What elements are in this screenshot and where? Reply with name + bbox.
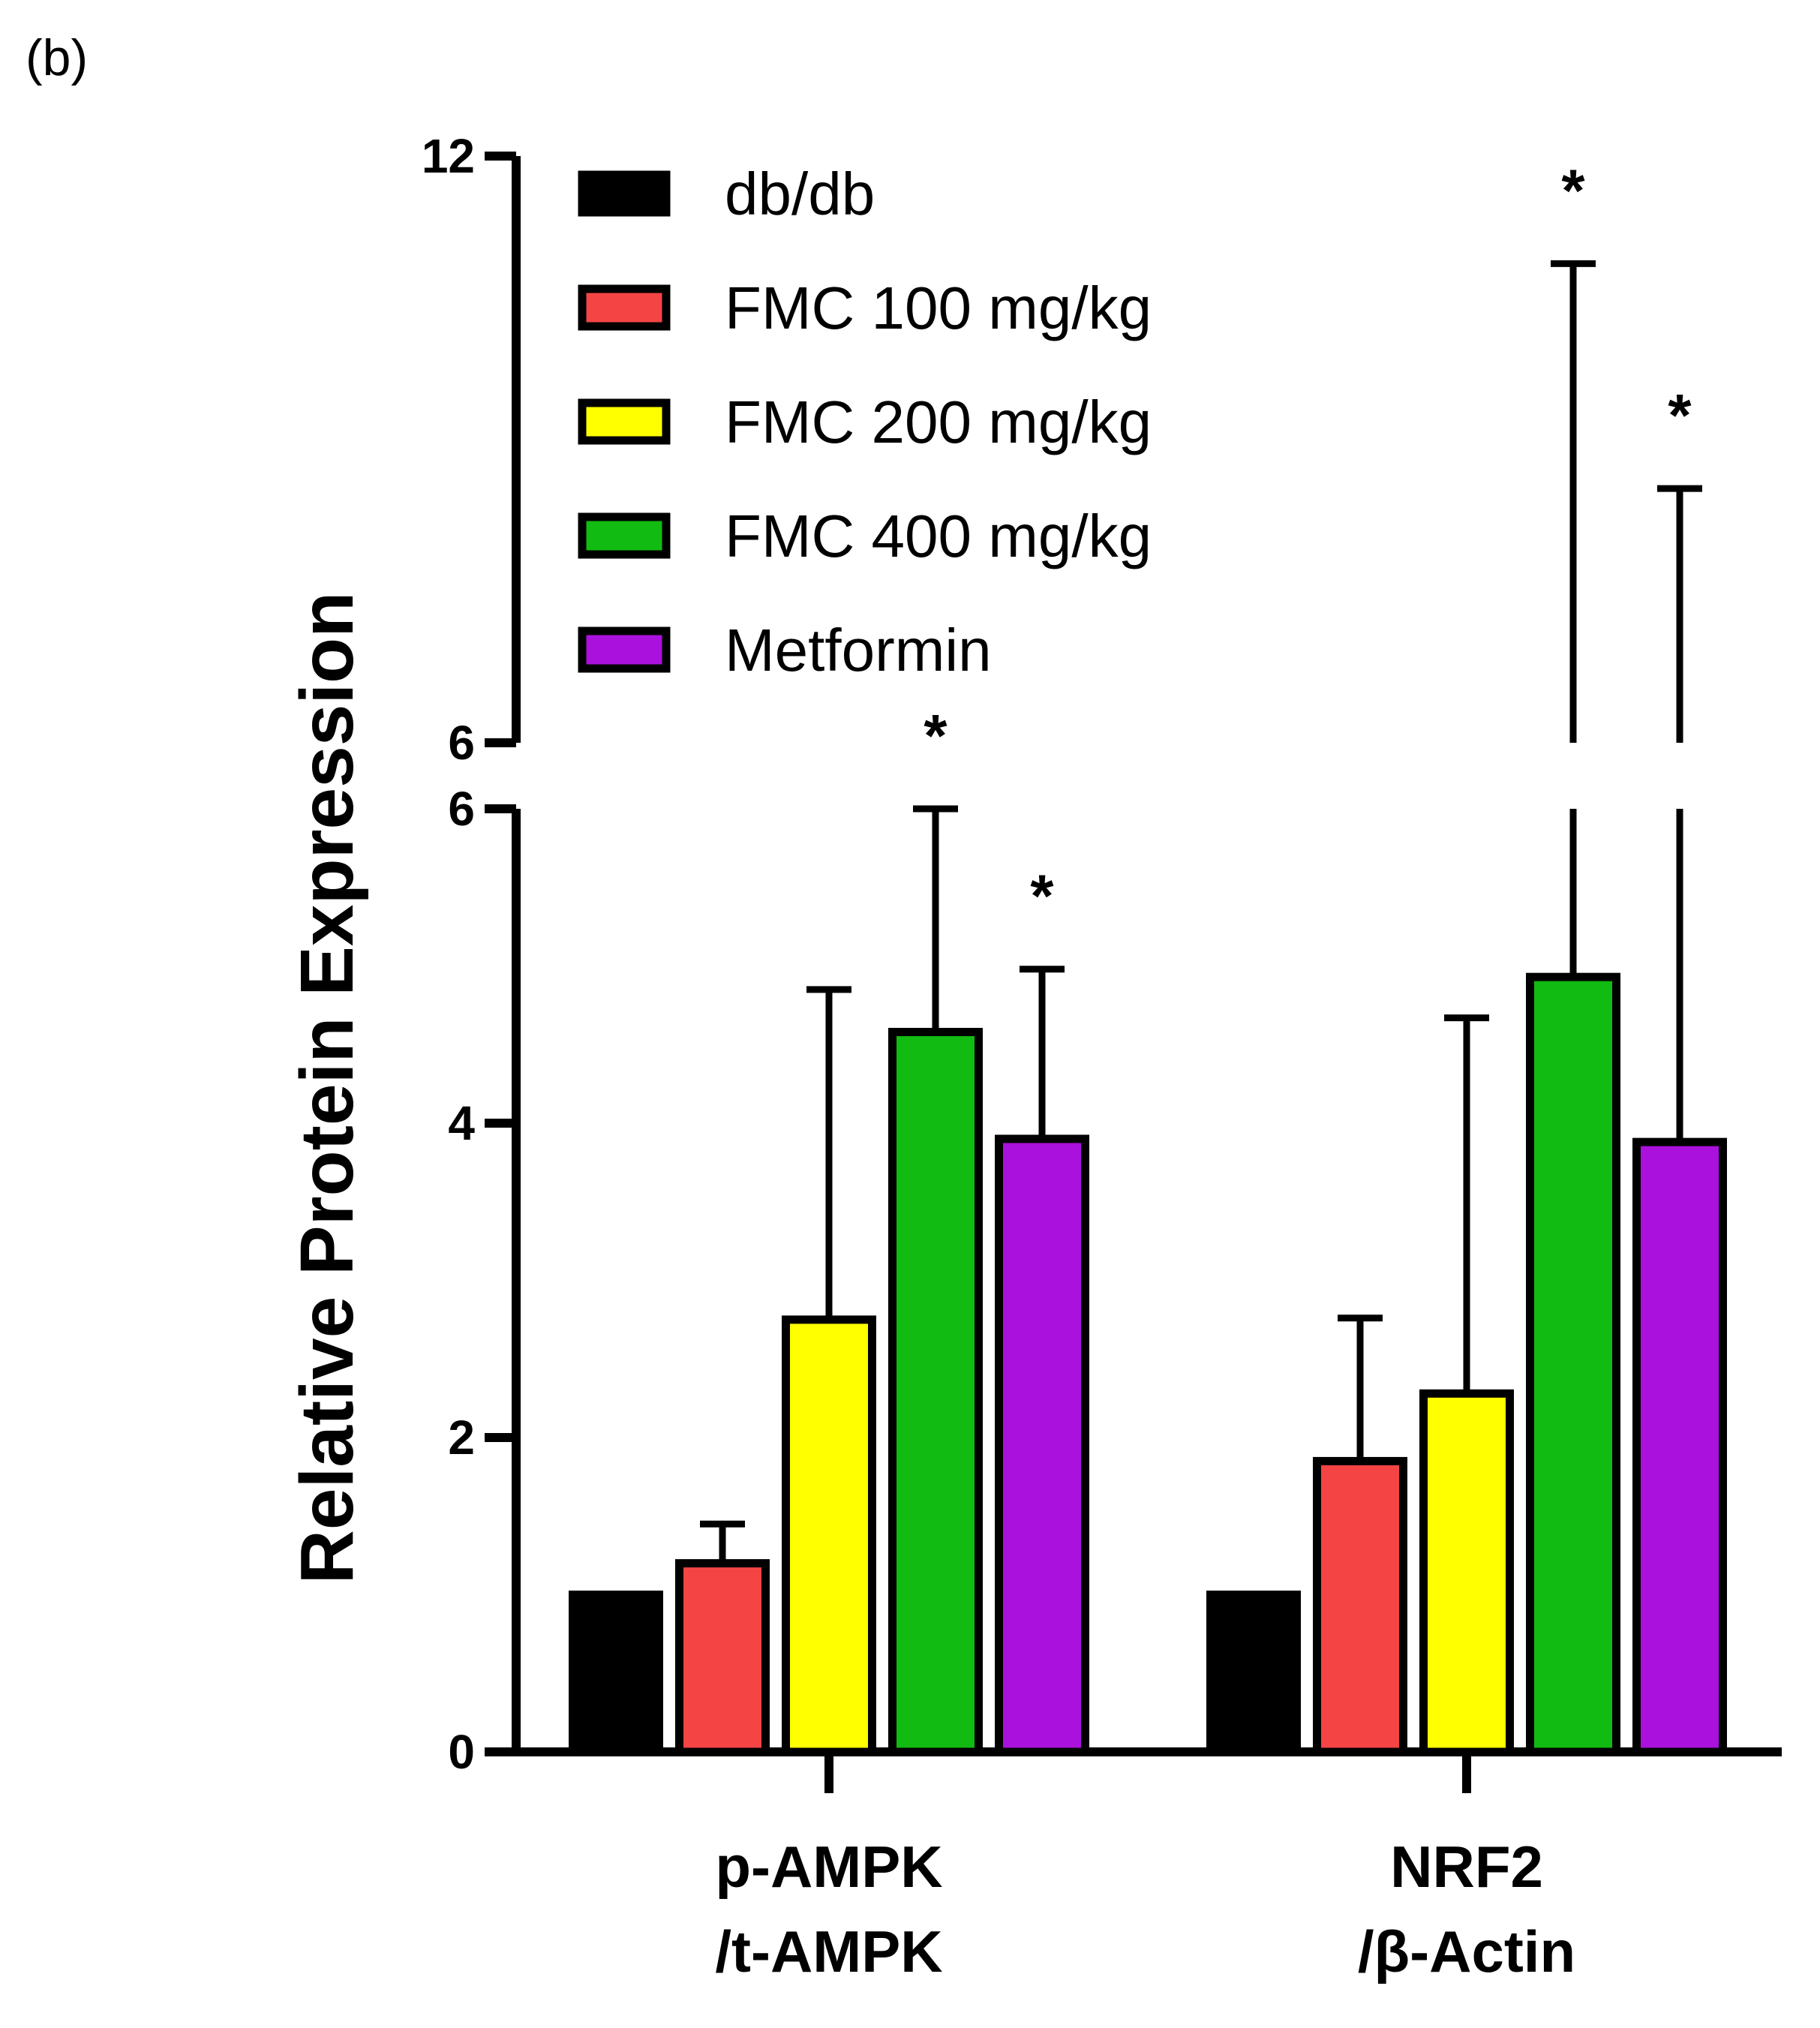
bar-1-5 [995,1134,1089,1756]
significance-markers: * * * * [924,157,1692,929]
bar-1-3 [782,1315,876,1756]
y-tick-lower-0-label: 0 [448,1725,475,1779]
significance-star-1-5: * [1030,863,1054,930]
category-label-2-line2: /β-Actin [1358,1918,1575,1984]
y-tick-upper-6-label: 6 [448,716,475,770]
legend-label-5: Metformin [725,617,992,684]
y-tick-lower-2-label: 2 [448,1411,475,1465]
legend-label-2: FMC 100 mg/kg [725,275,1152,341]
bar-2-2 [1313,1456,1407,1756]
y-tick-upper-12-label: 12 [422,129,475,183]
legend-swatch-3 [578,398,671,445]
y-axis-label: Relative Protein Expression [285,592,369,1585]
significance-star-2-5: * [1668,382,1692,449]
significance-star-2-4: * [1561,157,1585,224]
bar-2-1 [1206,1591,1301,1756]
category-labels: p-AMPK /t-AMPK NRF2 /β-Actin [715,1834,1575,1984]
category-label-2-line1: NRF2 [1390,1834,1543,1900]
legend: db/db FMC 100 mg/kg FMC 200 mg/kg FMC 400 m… [578,161,1152,684]
bar-2-4 [1526,972,1620,1756]
legend-label-1: db/db [725,161,875,227]
legend-swatch-1 [578,170,671,217]
bar-2-3 [1419,1389,1514,1756]
bars [569,972,1727,1756]
bar-2-5 [1632,1137,1727,1756]
significance-star-1-4: * [924,702,948,769]
legend-swatch-4 [578,512,671,559]
y-tick-lower-6-label: 6 [448,782,475,836]
category-label-1-line1: p-AMPK [715,1834,942,1900]
error-bars [700,260,1702,1564]
legend-label-3: FMC 200 mg/kg [725,389,1152,455]
bar-1-4 [888,1027,983,1756]
y-tick-lower-4-label: 4 [448,1096,475,1150]
bar-1-2 [675,1559,770,1756]
legend-label-4: FMC 400 mg/kg [725,503,1152,569]
legend-swatch-2 [578,284,671,331]
y-ticks: 0 2 4 6 6 12 [422,129,516,1779]
bar-1-1 [569,1591,663,1756]
panel-label: (b) [26,29,88,86]
category-label-1-line2: /t-AMPK [715,1918,942,1984]
legend-swatch-5 [578,626,671,673]
